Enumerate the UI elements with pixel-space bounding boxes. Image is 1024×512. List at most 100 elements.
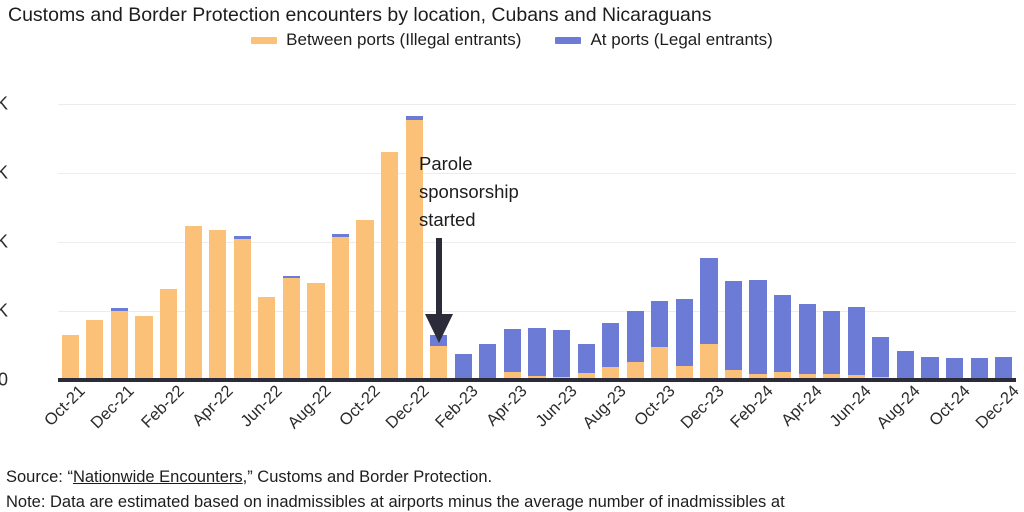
bar-column[interactable]	[675, 298, 693, 380]
bar-segment-at-ports	[896, 351, 915, 379]
bar-segment-at-ports	[749, 279, 767, 375]
bar-column[interactable]	[798, 304, 816, 380]
bar-segment-at-ports	[774, 294, 792, 373]
bar-segment-at-ports	[110, 307, 128, 311]
x-axis-tick-label: Oct-23	[630, 382, 679, 430]
annotation-line-1: Parole	[419, 153, 473, 174]
x-axis-tick-label: Aug-22	[284, 382, 335, 433]
down-arrow-icon	[425, 238, 453, 343]
bar-segment-between-ports	[602, 366, 620, 380]
bar-column[interactable]	[258, 297, 276, 380]
bar-segment-between-ports	[282, 278, 300, 380]
bar-segment-between-ports	[184, 226, 202, 380]
bar-column[interactable]	[872, 337, 890, 380]
gridline	[58, 311, 1016, 312]
bar-segment-between-ports	[724, 369, 743, 380]
bar-column[interactable]	[774, 294, 792, 380]
bar-segment-at-ports	[823, 311, 841, 375]
x-axis-tick-label: Feb-22	[137, 382, 188, 432]
y-axis-tick-label: 40K	[0, 231, 8, 252]
bar-column[interactable]	[209, 229, 227, 380]
x-axis-tick-label: Apr-23	[483, 382, 532, 430]
bar-segment-between-ports	[233, 238, 251, 380]
legend-label-between-ports: Between ports (Illegal entrants)	[286, 30, 522, 49]
annotation-text: Parole sponsorship started	[419, 150, 519, 234]
x-axis-tick-label: Feb-23	[432, 382, 483, 432]
legend-item-at-ports[interactable]: At ports (Legal entrants)	[555, 30, 773, 50]
bar-column[interactable]	[307, 283, 325, 380]
bar-series-group	[58, 104, 1016, 380]
bar-column[interactable]	[233, 236, 251, 380]
bar-segment-at-ports	[872, 337, 890, 378]
bar-column[interactable]	[552, 330, 571, 380]
bar-column[interactable]	[61, 335, 79, 380]
x-axis-tick-label: Jun-22	[237, 382, 286, 431]
bar-segment-at-ports	[503, 329, 522, 373]
source-line: Source: “Nationwide Encounters,” Customs…	[6, 468, 1018, 487]
x-axis-tick-label: Oct-24	[925, 382, 974, 430]
bar-segment-at-ports	[233, 236, 251, 239]
bar-segment-between-ports	[258, 297, 276, 380]
bar-segment-between-ports	[381, 152, 399, 380]
bar-column[interactable]	[602, 323, 620, 380]
bar-column[interactable]	[405, 116, 423, 380]
legend-item-between-ports[interactable]: Between ports (Illegal entrants)	[251, 30, 521, 50]
bar-column[interactable]	[331, 234, 350, 380]
bar-column[interactable]	[945, 357, 964, 380]
bar-segment-between-ports	[798, 374, 816, 380]
bar-column[interactable]	[356, 219, 374, 380]
bar-segment-between-ports	[405, 119, 423, 380]
chart-footer: Source: “Nationwide Encounters,” Customs…	[6, 468, 1018, 512]
x-axis-tick-label: Dec-24	[972, 382, 1023, 433]
bar-segment-at-ports	[602, 323, 620, 367]
bar-column[interactable]	[479, 344, 497, 380]
bar-column[interactable]	[724, 280, 743, 380]
bar-column[interactable]	[847, 306, 865, 380]
bar-segment-at-ports	[970, 358, 988, 379]
bar-segment-between-ports	[528, 375, 546, 380]
bar-column[interactable]	[626, 311, 644, 380]
x-axis-tick-label: Apr-22	[188, 382, 237, 430]
bar-column[interactable]	[282, 276, 300, 380]
bar-segment-at-ports	[528, 328, 546, 376]
bar-column[interactable]	[135, 316, 153, 380]
legend-swatch-orange-icon	[251, 36, 278, 44]
x-axis-baseline	[58, 378, 1016, 382]
bar-column[interactable]	[454, 354, 472, 380]
bar-column[interactable]	[896, 351, 915, 380]
chart-legend: Between ports (Illegal entrants) At port…	[0, 30, 1024, 50]
bar-column[interactable]	[823, 311, 841, 380]
note-line: Note: Data are estimated based on inadmi…	[6, 493, 785, 511]
bar-column[interactable]	[651, 301, 669, 380]
bar-segment-between-ports	[675, 365, 693, 380]
bar-segment-at-ports	[921, 357, 939, 379]
bar-segment-at-ports	[700, 257, 718, 344]
legend-label-at-ports: At ports (Legal entrants)	[590, 30, 773, 49]
bar-column[interactable]	[700, 257, 718, 380]
bar-column[interactable]	[381, 152, 399, 380]
source-prefix: Source: “	[6, 468, 73, 486]
bar-column[interactable]	[921, 357, 939, 380]
bar-segment-between-ports	[61, 335, 79, 380]
bar-column[interactable]	[184, 226, 202, 380]
bar-segment-between-ports	[209, 229, 227, 380]
bar-segment-at-ports	[651, 301, 669, 348]
bar-column[interactable]	[970, 358, 988, 380]
bar-segment-at-ports	[798, 304, 816, 375]
bar-column[interactable]	[528, 328, 546, 380]
source-link[interactable]: Nationwide Encounters	[72, 468, 243, 486]
bar-segment-between-ports	[86, 319, 104, 380]
x-axis-tick-label: Jun-24	[826, 382, 876, 431]
bar-column[interactable]	[159, 288, 178, 380]
bar-segment-between-ports	[577, 373, 595, 380]
bar-segment-between-ports	[110, 311, 128, 380]
bar-column[interactable]	[110, 307, 128, 380]
gridline	[58, 242, 1016, 243]
bar-segment-between-ports	[626, 362, 644, 380]
bar-column[interactable]	[86, 319, 104, 380]
bar-column[interactable]	[503, 329, 522, 380]
bar-column[interactable]	[749, 279, 767, 380]
bar-column[interactable]	[577, 344, 595, 380]
bar-column[interactable]	[995, 356, 1013, 380]
